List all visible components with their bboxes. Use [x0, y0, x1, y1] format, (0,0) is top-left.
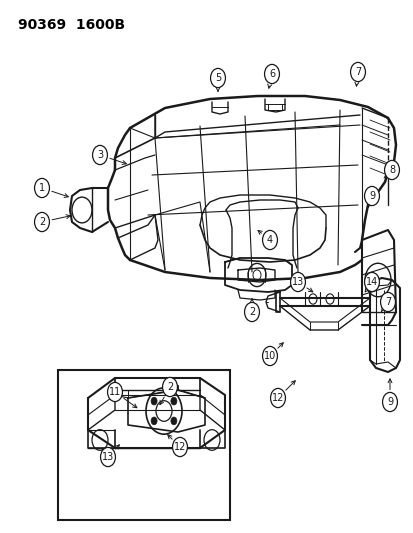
- Circle shape: [162, 377, 177, 397]
- Text: 5: 5: [214, 73, 221, 83]
- Text: 13: 13: [291, 277, 304, 287]
- Circle shape: [290, 272, 305, 292]
- Text: 3: 3: [97, 150, 103, 160]
- Circle shape: [151, 417, 157, 425]
- Circle shape: [264, 64, 279, 84]
- Text: 8: 8: [388, 165, 394, 175]
- Circle shape: [262, 230, 277, 249]
- Circle shape: [34, 179, 49, 198]
- Circle shape: [380, 293, 394, 312]
- Text: 90369  1600B: 90369 1600B: [18, 18, 125, 32]
- Circle shape: [384, 160, 399, 180]
- Text: 7: 7: [384, 297, 390, 307]
- Circle shape: [382, 392, 396, 411]
- Circle shape: [364, 272, 379, 292]
- Text: 2: 2: [248, 307, 254, 317]
- Text: 10: 10: [263, 351, 275, 361]
- Text: 6: 6: [268, 69, 274, 79]
- Text: 14: 14: [365, 277, 377, 287]
- Text: 11: 11: [109, 387, 121, 397]
- Circle shape: [100, 447, 115, 466]
- Circle shape: [270, 389, 285, 408]
- Circle shape: [262, 346, 277, 366]
- Circle shape: [93, 146, 107, 165]
- Circle shape: [34, 213, 49, 232]
- Circle shape: [151, 397, 157, 405]
- FancyBboxPatch shape: [58, 370, 230, 520]
- Text: 12: 12: [271, 393, 283, 403]
- Circle shape: [364, 187, 379, 206]
- Text: 9: 9: [368, 191, 374, 201]
- Text: 1: 1: [39, 183, 45, 193]
- Circle shape: [107, 382, 122, 401]
- Circle shape: [171, 417, 176, 425]
- Circle shape: [210, 68, 225, 87]
- Text: 12: 12: [173, 442, 186, 452]
- Text: 9: 9: [386, 397, 392, 407]
- Text: 2: 2: [166, 382, 173, 392]
- Text: 4: 4: [266, 235, 273, 245]
- Circle shape: [171, 397, 176, 405]
- Circle shape: [350, 62, 365, 82]
- Text: 7: 7: [354, 67, 360, 77]
- Circle shape: [172, 438, 187, 457]
- Text: 13: 13: [102, 452, 114, 462]
- Circle shape: [244, 302, 259, 321]
- Text: 2: 2: [39, 217, 45, 227]
